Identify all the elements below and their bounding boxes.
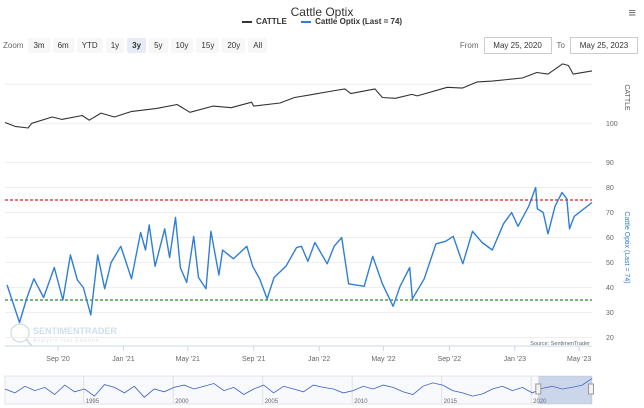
y-tick-label: 40 bbox=[606, 285, 614, 292]
x-tick-label: May '21 bbox=[176, 356, 200, 363]
navigator-series bbox=[4, 378, 593, 398]
zoom-button-ytd[interactable]: YTD bbox=[76, 38, 103, 53]
x-tick-label: May '23 bbox=[567, 356, 591, 363]
navigator-handle[interactable] bbox=[588, 383, 594, 395]
y-tick-label: 70 bbox=[606, 210, 614, 217]
zoom-button-all[interactable]: All bbox=[248, 38, 268, 53]
zoom-button-3y[interactable]: 3y bbox=[127, 38, 147, 53]
y-tick-label: 20 bbox=[606, 335, 614, 342]
y-axis-title: Cattle Optix (Last = 74) bbox=[623, 211, 630, 283]
legend: CATTLE Cattle Optix (Last = 74) bbox=[0, 17, 644, 26]
chart-title: Cattle Optix bbox=[290, 5, 354, 19]
y-tick-label: 80 bbox=[606, 185, 614, 192]
zoom-label: Zoom bbox=[3, 41, 24, 50]
legend-swatch bbox=[241, 20, 252, 23]
y-tick-label: 60 bbox=[606, 235, 614, 242]
zoom-button-15y[interactable]: 15y bbox=[196, 38, 220, 53]
zoom-button-10y[interactable]: 10y bbox=[170, 38, 194, 53]
credits: Source: SentimenTrader bbox=[530, 341, 590, 347]
date-range: From May 25, 2020 To May 25, 2023 bbox=[460, 37, 638, 54]
navigator-tick-label: 2000 bbox=[175, 399, 189, 405]
x-tick-label: Sep '21 bbox=[242, 356, 266, 363]
legend-item-cattle-optix[interactable]: Cattle Optix (Last = 74) bbox=[301, 17, 402, 26]
svg-text:SENTIMENTRADER: SENTIMENTRADER bbox=[33, 326, 118, 336]
y-axis-title: CATTLE bbox=[623, 84, 630, 111]
zoom-bar: Zoom 3m 6m YTD 1y 3y 5y 10y 15y 20y All bbox=[3, 38, 268, 53]
navigator-tick-label: 2015 bbox=[444, 399, 458, 405]
from-date-input[interactable]: May 25, 2020 bbox=[483, 37, 552, 54]
x-tick-label: Sep '20 bbox=[46, 356, 70, 363]
zoom-button-6m[interactable]: 6m bbox=[52, 38, 74, 53]
from-label: From bbox=[459, 41, 479, 50]
zoom-button-20y[interactable]: 20y bbox=[222, 38, 246, 53]
x-tick-label: Jan '21 bbox=[112, 356, 134, 363]
navigator-tick-label: 2020 bbox=[533, 399, 547, 405]
x-tick-label: May '22 bbox=[371, 356, 395, 363]
y-tick-label: 30 bbox=[606, 310, 614, 317]
x-tick-label: Jan '23 bbox=[504, 356, 526, 363]
y-tick-label: 90 bbox=[606, 160, 614, 167]
zoom-button-3m[interactable]: 3m bbox=[28, 38, 50, 53]
zoom-button-5y[interactable]: 5y bbox=[149, 38, 168, 53]
y-tick-label: 100 bbox=[606, 121, 618, 128]
navigator-handle[interactable] bbox=[535, 383, 542, 395]
x-tick-label: Jan '22 bbox=[308, 356, 330, 363]
hamburger-menu-icon[interactable]: ≡ bbox=[628, 5, 636, 20]
navigator-tick-label: 2005 bbox=[265, 399, 279, 405]
sentimentrader-logo: SENTIMENTRADER Analysis over Emotion bbox=[10, 323, 118, 347]
legend-item-cattle[interactable]: CATTLE bbox=[241, 17, 287, 26]
legend-label: CATTLE bbox=[255, 17, 287, 26]
y-tick-label: 50 bbox=[606, 260, 614, 267]
legend-swatch bbox=[301, 20, 312, 23]
navigator-selection[interactable] bbox=[538, 376, 592, 404]
series-line-cattle bbox=[4, 63, 593, 129]
to-label: To bbox=[556, 41, 565, 50]
zoom-button-1y[interactable]: 1y bbox=[105, 38, 125, 53]
navigator-tick-label: 2010 bbox=[354, 399, 368, 405]
legend-label: Cattle Optix (Last = 74) bbox=[315, 17, 403, 26]
series-line-cattle-optix bbox=[6, 186, 593, 324]
svg-text:Analysis over Emotion: Analysis over Emotion bbox=[33, 338, 99, 344]
to-date-input[interactable]: May 25, 2023 bbox=[570, 37, 638, 54]
navigator-tick-label: 1995 bbox=[86, 399, 100, 405]
x-tick-label: Sep '22 bbox=[438, 356, 462, 363]
